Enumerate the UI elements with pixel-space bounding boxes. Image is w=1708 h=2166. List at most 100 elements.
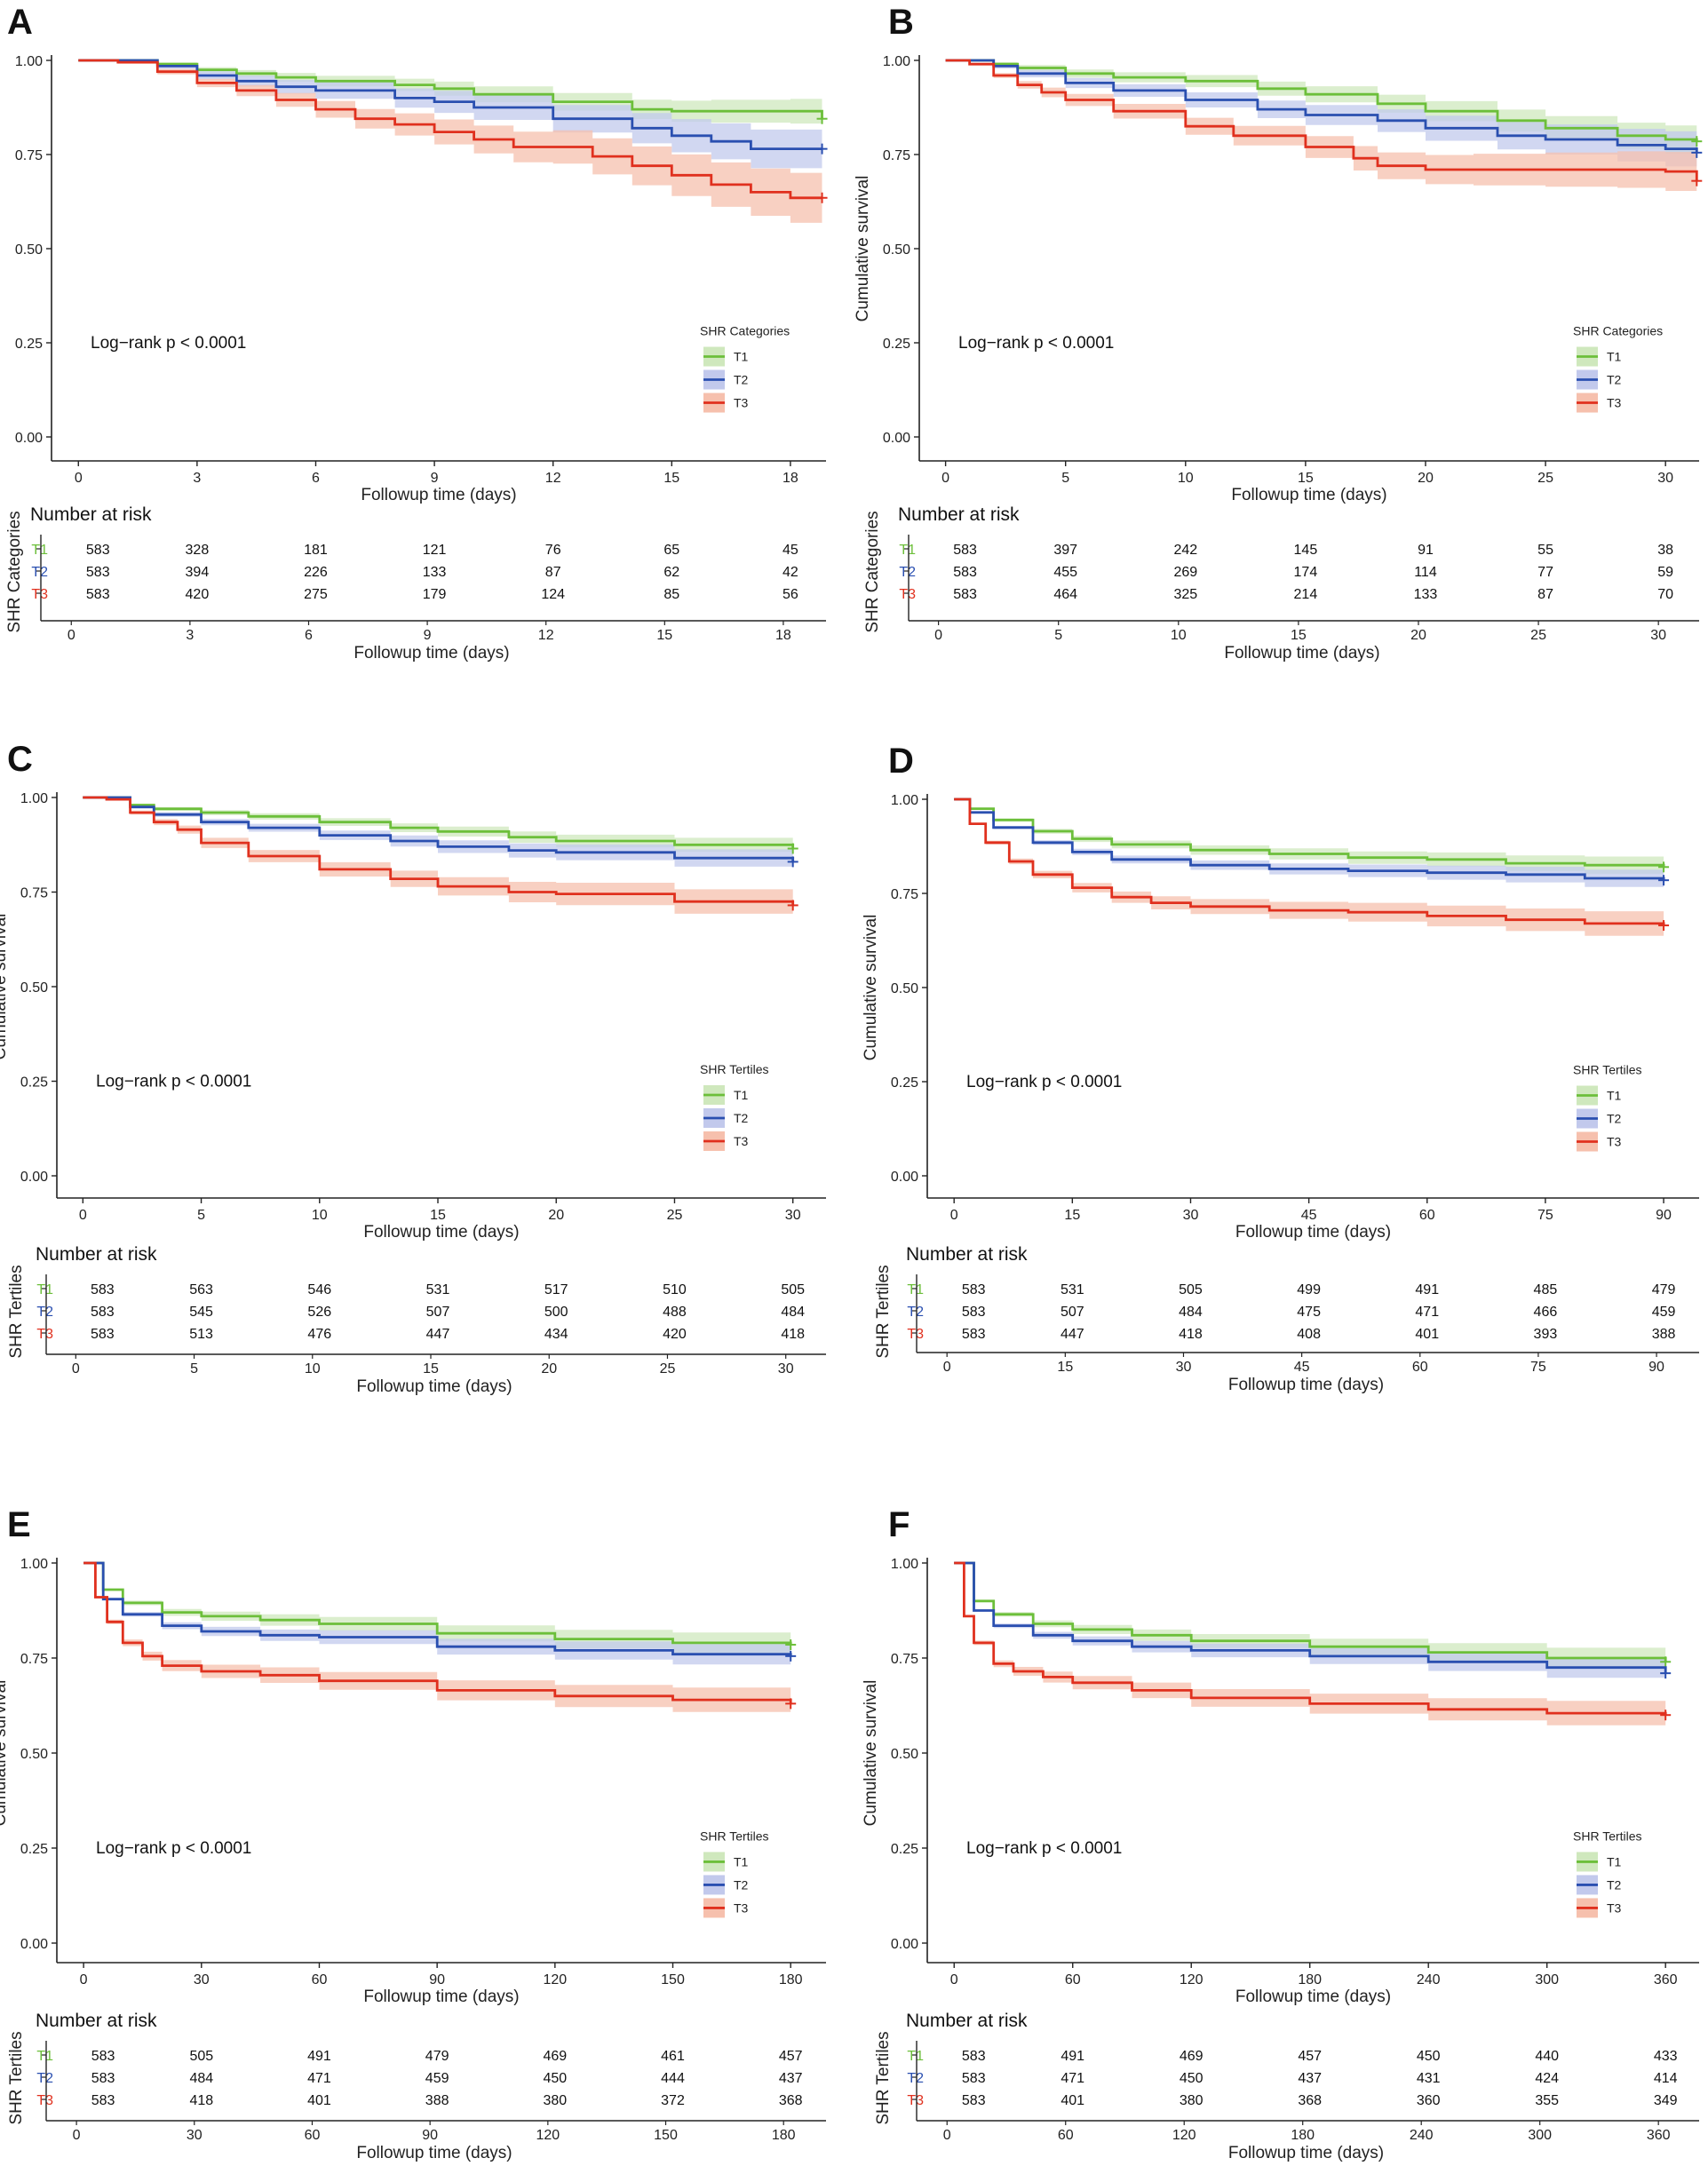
risk-cell: 275 [304,587,328,602]
panel-letter: A [7,3,33,42]
panel-d: D 0.00 0.25 0.50 0.75 1.00 Cumulative survival… [862,742,1699,1394]
y-tick-label: 0.25 [20,1842,48,1857]
risk-cell: 242 [1173,543,1197,558]
legend-title: SHR Tertiles [1573,1829,1642,1843]
risk-cell: 563 [189,1282,213,1297]
y-tick-label: 0.00 [20,1937,48,1952]
risk-cell: 471 [1415,1305,1439,1320]
risk-cell: 531 [426,1282,450,1297]
survival-line-t1 [83,796,795,849]
risk-cell: 397 [1053,543,1077,558]
y-tick-label: 0.25 [15,337,43,352]
risk-cell: 355 [1535,2093,1559,2108]
risk-table-title: Number at risk [906,1244,1028,1265]
risk-group-label: SHR Categories [5,511,24,632]
legend-label-t2: T2 [1607,1877,1622,1892]
risk-row-label-t2: T2 [907,1305,924,1320]
x-tick-label: 0 [950,1208,958,1223]
risk-cell: 505 [1179,1282,1203,1297]
risk-cell: 437 [1298,2071,1322,2086]
risk-row-label-t1: T1 [36,1282,53,1297]
risk-cell: 507 [1061,1305,1084,1320]
x-tick-label: 15 [430,1208,446,1223]
risk-cell: 510 [663,1282,687,1297]
y-tick-label: 1.00 [15,54,43,69]
risk-x-axis-label: Followup time (days) [356,2144,512,2162]
ci-band-t2 [83,1563,791,1668]
panel-f: F 0.00 0.25 0.50 0.75 1.00 Cumulative survival… [862,1505,1699,2162]
risk-cell: 418 [781,1327,805,1342]
risk-table-title: Number at risk [898,504,1020,525]
x-tick-label: 12 [545,471,561,486]
risk-table-title: Number at risk [36,1244,157,1265]
panel-b: B 0.00 0.25 0.50 0.75 1.00 Cumulative survival… [854,3,1703,662]
risk-cell: 394 [186,565,210,580]
risk-x-tick-label: 9 [424,628,432,643]
x-axis-label: Followup time (days) [361,486,516,504]
x-axis-label: Followup time (days) [1235,1223,1391,1242]
survival-line-t2 [954,797,1665,881]
legend-label-t2: T2 [734,373,749,387]
risk-cell: 546 [307,1282,331,1297]
logrank-text: Log−rank p < 0.0001 [96,1073,251,1091]
ci-band-t2 [954,799,1664,890]
risk-cell: 484 [1179,1305,1203,1320]
legend-label-t1: T1 [734,350,749,364]
y-tick-label: 0.75 [15,148,43,163]
risk-cell: 226 [304,565,328,580]
x-tick-label: 60 [1065,1972,1081,1987]
risk-x-tick-label: 60 [1058,2128,1074,2143]
x-tick-label: 6 [312,471,320,486]
risk-cell: 133 [423,565,447,580]
risk-cell: 380 [543,2093,567,2108]
risk-cell: 55 [1537,543,1553,558]
x-tick-label: 15 [663,471,679,486]
y-tick-label: 0.00 [15,431,43,446]
risk-cell: 269 [1173,565,1197,580]
risk-cell: 56 [783,587,798,602]
risk-cell: 491 [1061,2049,1084,2064]
ci-band-t3 [945,60,1697,202]
x-tick-label: 360 [1654,1972,1678,1987]
risk-cell: 450 [543,2071,567,2086]
panel-letter: D [888,742,914,781]
risk-cell: 583 [962,2071,986,2086]
risk-cell: 583 [86,543,110,558]
risk-cell: 360 [1417,2093,1441,2108]
x-tick-label: 15 [1298,471,1314,486]
ci-band-t1 [954,799,1664,877]
risk-cell: 418 [189,2093,213,2108]
risk-x-tick-label: 120 [1172,2128,1196,2143]
risk-cell: 507 [426,1305,450,1320]
survival-line-t3 [83,796,795,906]
risk-x-tick-label: 60 [305,2128,321,2143]
legend-label-t1: T1 [734,1854,749,1868]
y-tick-label: 0.00 [891,1937,918,1952]
x-tick-label: 5 [1061,471,1069,486]
x-tick-label: 25 [667,1208,683,1223]
risk-cell: 328 [186,543,210,558]
risk-x-tick-label: 90 [422,2128,438,2143]
risk-cell: 114 [1414,565,1437,580]
x-tick-label: 60 [1419,1208,1435,1223]
risk-cell: 349 [1654,2093,1678,2108]
x-tick-label: 20 [548,1208,564,1223]
risk-x-tick-label: 10 [1171,628,1187,643]
ci-band-t3 [83,797,793,919]
x-tick-label: 30 [1183,1208,1199,1223]
risk-row-label-t2: T2 [899,565,916,580]
risk-cell: 471 [1061,2071,1084,2086]
risk-cell: 583 [91,2071,115,2086]
risk-cell: 545 [189,1305,213,1320]
risk-cell: 461 [661,2049,685,2064]
survival-line-t1 [83,1561,792,1645]
risk-row-label-t3: T3 [36,2093,53,2108]
logrank-text: Log−rank p < 0.0001 [966,1073,1122,1091]
risk-row-label-t1: T1 [907,2049,924,2064]
risk-cell: 583 [86,565,110,580]
x-tick-label: 180 [779,1972,803,1987]
y-tick-label: 0.75 [20,1652,48,1667]
risk-cell: 526 [307,1305,331,1320]
risk-cell: 38 [1657,543,1673,558]
survival-line-t3 [945,59,1698,181]
